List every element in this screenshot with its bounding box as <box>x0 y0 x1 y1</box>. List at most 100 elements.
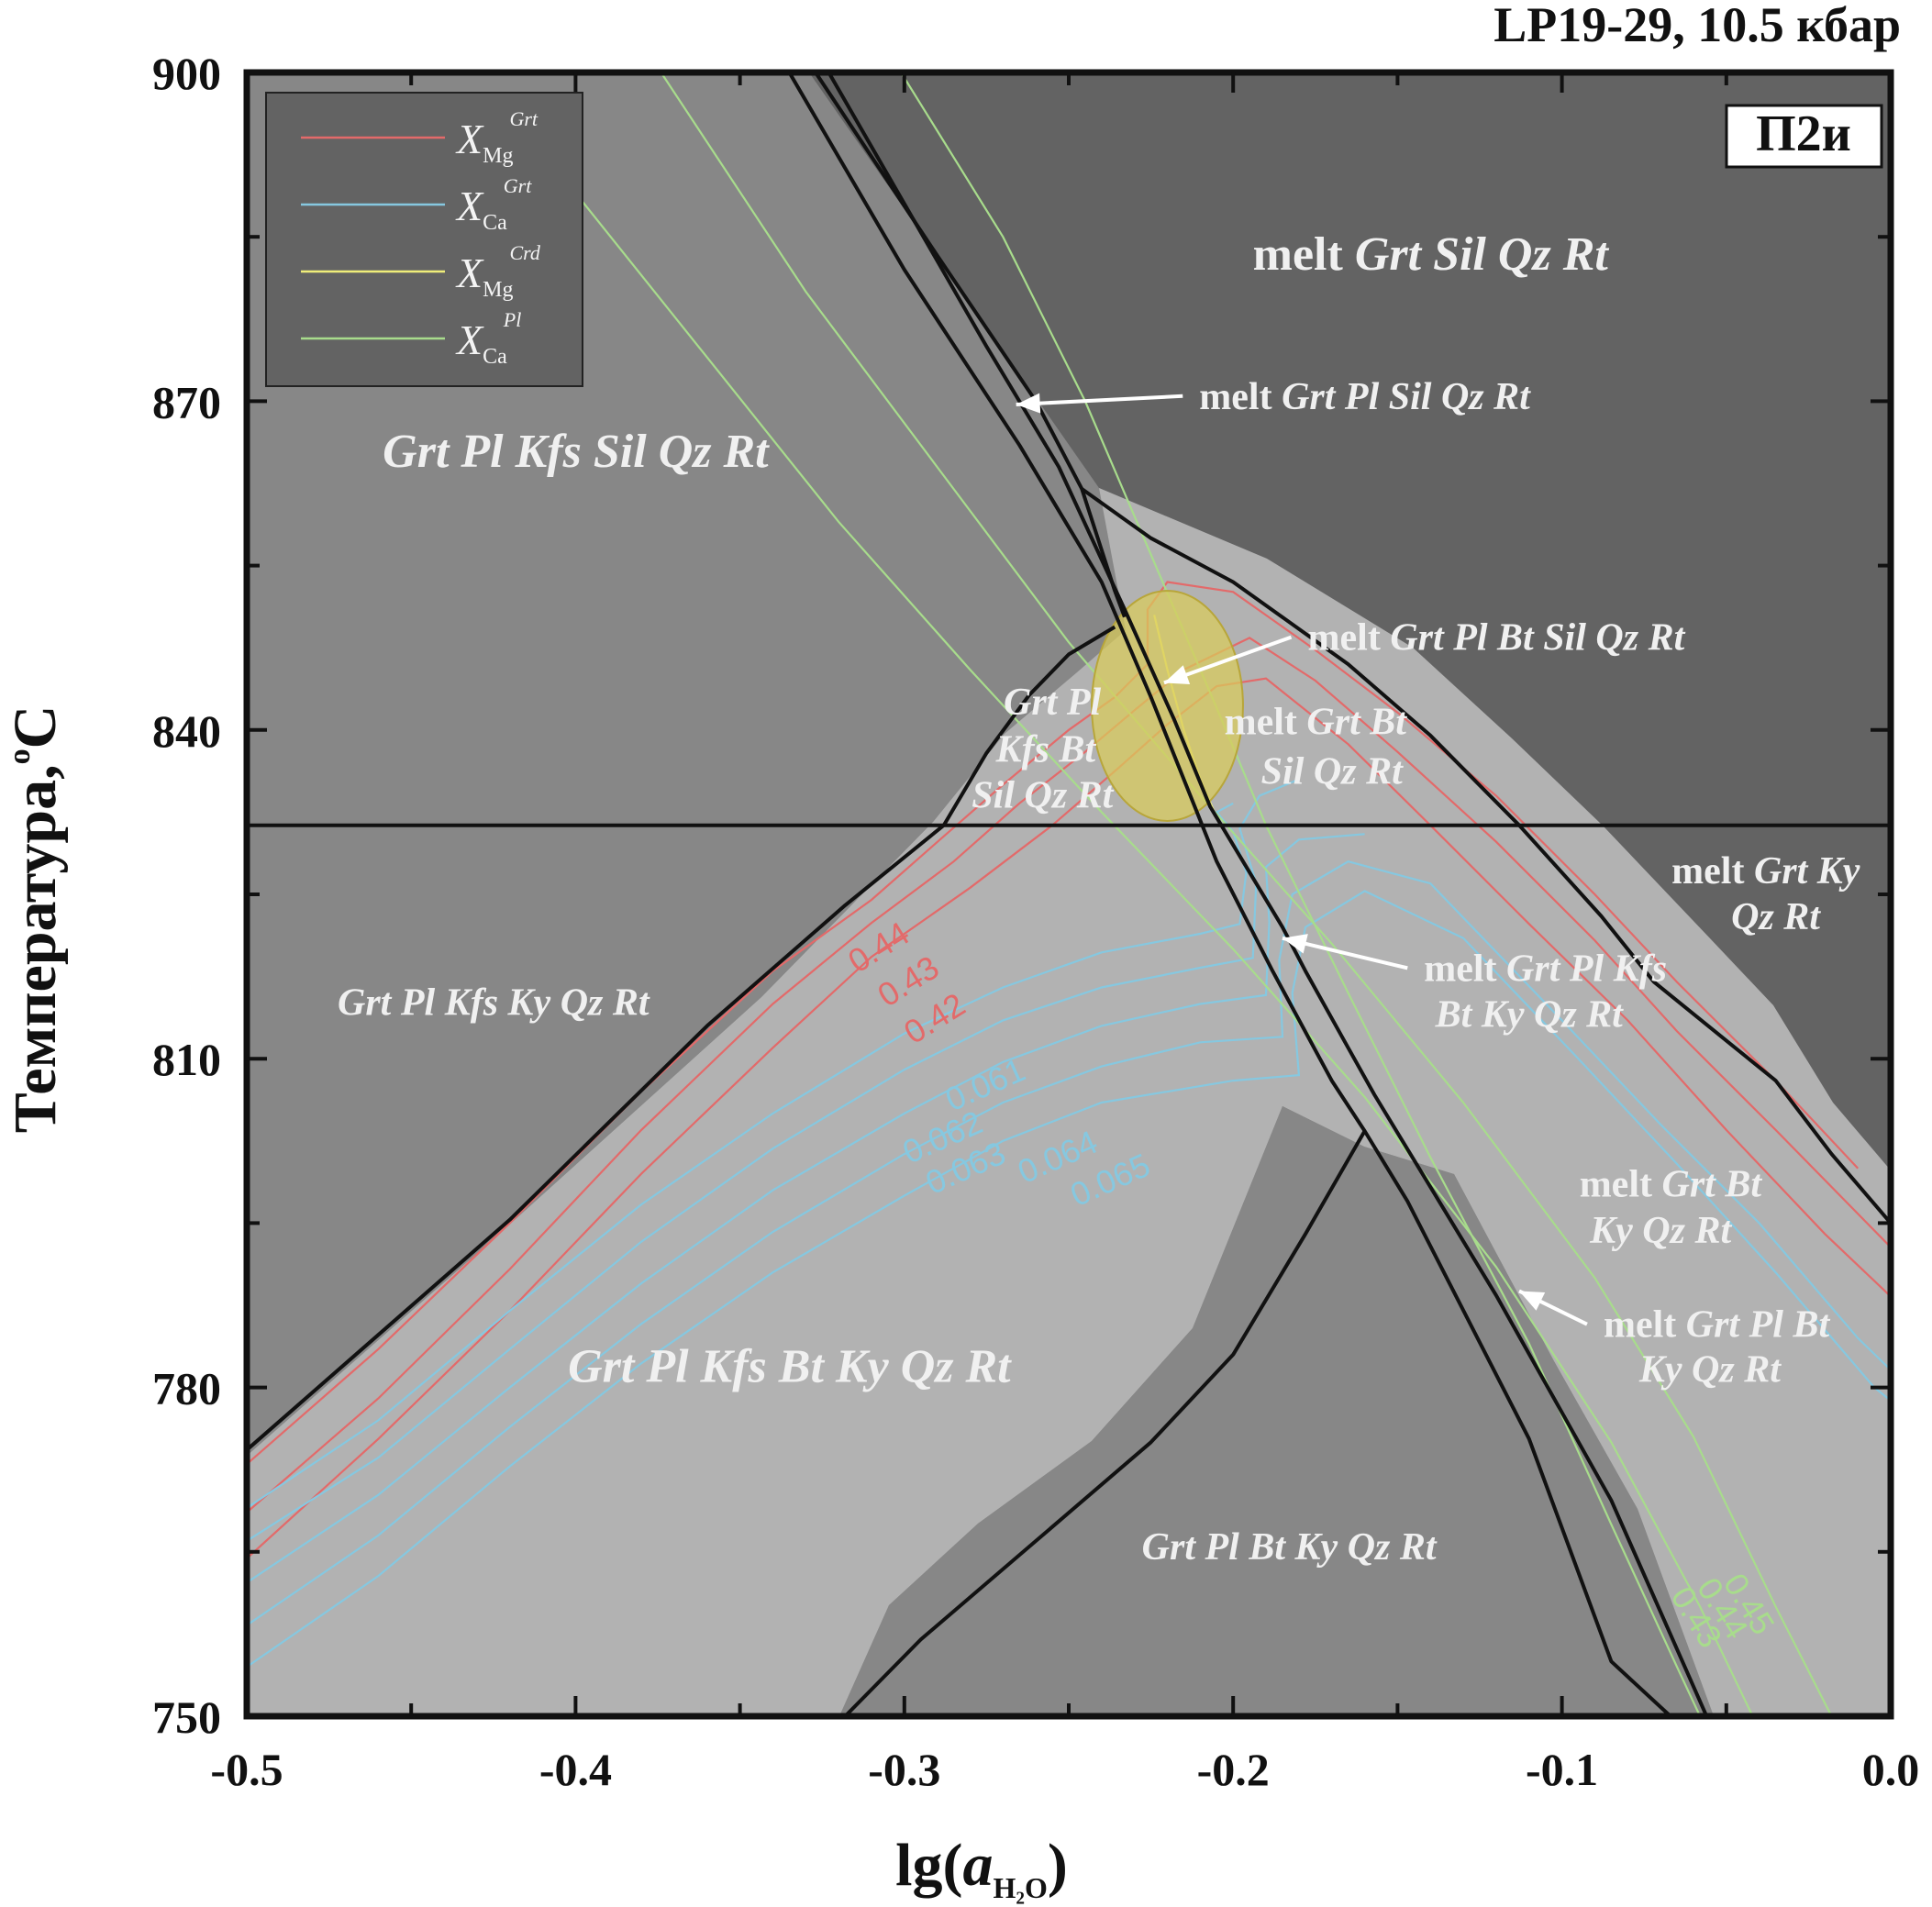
field-label-19-word-1: Qz <box>1682 1349 1736 1391</box>
y-tick-label-4: 870 <box>152 376 221 427</box>
field-label-4-word-2: Sil <box>1421 228 1486 281</box>
y-tick-label-0: 750 <box>152 1691 221 1743</box>
field-label-6-word-2: Pl <box>1444 617 1488 660</box>
panel-label-box <box>1725 104 1883 169</box>
field-label-8: Sil Qz Rt <box>1261 750 1404 793</box>
field-label-13-word-0: Qz <box>1731 896 1774 938</box>
boundary-solidus-c <box>787 72 1672 1716</box>
field-label-12-word-1: Grt <box>1744 850 1808 893</box>
legend-sup-2: Crd <box>509 241 540 264</box>
legend-label-1: XCa Grt <box>455 174 532 235</box>
field-label-5-word-1: Grt <box>1272 376 1337 418</box>
field-label-7-word-1: Grt <box>1297 702 1361 744</box>
field-label-6: melt Grt Pl Bt Sil Qz Rt <box>1308 617 1686 660</box>
field-label-2-word-0: Grt <box>568 1341 636 1393</box>
field-label-9: Grt Pl <box>1004 682 1102 724</box>
field-label-4-word-0: melt <box>1253 228 1344 281</box>
field-label-10: Kfs Bt <box>995 728 1097 771</box>
field-label-17: Ky Qz Rt <box>1589 1210 1732 1252</box>
legend-sup-3: Pl <box>503 308 522 331</box>
field-label-3-word-5: Rt <box>1390 1526 1438 1569</box>
field-label-13: Qz Rt <box>1731 896 1821 938</box>
field-label-12-word-2: Ky <box>1807 850 1860 893</box>
field-label-19-word-0: Ky <box>1638 1349 1682 1391</box>
field-label-6-word-6: Rt <box>1638 617 1686 660</box>
field-label-18-word-0: melt <box>1604 1304 1676 1347</box>
field-label-2-word-5: Qz <box>889 1341 955 1393</box>
legend-sub-1: Ca <box>483 211 507 235</box>
field-dark-upper-right <box>809 72 1891 1170</box>
field-label-2-word-2: Kfs <box>689 1341 767 1393</box>
field-mid-lower <box>839 1106 1714 1716</box>
field-label-5: melt Grt Pl Sil Qz Rt <box>1199 376 1531 418</box>
field-label-12: melt Grt Ky <box>1671 850 1860 893</box>
field-label-6-word-5: Qz <box>1586 617 1639 660</box>
tick-layer: -0.5 -0.4 -0.3 -0.2 -0.1 0.0 750 780 810 840 870 90… <box>152 48 1919 1795</box>
arrow-head-5 <box>1016 393 1041 414</box>
legend-var-2: X <box>455 249 484 296</box>
legend-sub-0: Mg <box>483 144 513 168</box>
field-label-18-word-2: Pl <box>1739 1304 1783 1347</box>
field-label-1-word-3: Ky <box>498 981 551 1024</box>
field-label-15-word-0: Bt <box>1435 994 1473 1037</box>
field-label-3-word-4: Qz <box>1338 1526 1391 1569</box>
contour-x-ca-pl-0.45 <box>660 72 1833 1716</box>
field-label-5-word-4: Qz <box>1431 376 1484 418</box>
arrow-head-14 <box>1282 934 1308 954</box>
x-tick-label-1: -0.4 <box>539 1744 612 1795</box>
field-label-6-word-0: melt <box>1308 617 1381 660</box>
x-tick-label-2: -0.3 <box>868 1744 940 1795</box>
field-label-9-word-0: Grt <box>1004 682 1059 724</box>
legend-label-0: XMg Grt <box>455 107 539 168</box>
contour-layer <box>247 72 1891 1716</box>
field-label-1-word-1: Pl <box>391 981 435 1024</box>
field-label-1: Grt Pl Kfs Ky Qz Rt <box>338 981 650 1024</box>
x-tick-label-5: 0.0 <box>1862 1744 1920 1795</box>
field-label-8-word-0: Sil <box>1261 750 1305 793</box>
y-tick-label-1: 780 <box>152 1363 221 1414</box>
y-axis-title-text: Температура, <box>2 764 69 1133</box>
field-label-14-word-2: Pl <box>1560 948 1604 990</box>
legend-label-3: XCa Pl <box>455 308 521 369</box>
field-label-5-word-5: Rt <box>1484 376 1532 418</box>
x-axis-title: lg(aH₂O) <box>895 1832 1068 1904</box>
legend-var-3: X <box>455 316 484 363</box>
field-label-12-word-0: melt <box>1671 850 1744 893</box>
field-label-14-word-3: Kfs <box>1604 948 1667 990</box>
chart-title: LP19-29, 10.5 кбар <box>1493 0 1901 52</box>
legend-sub-3: Ca <box>483 345 507 369</box>
x-axis-title-prefix: lg( <box>895 1832 962 1899</box>
contour-x-ca-grt-0.064 <box>247 860 1891 1626</box>
y-axis-title: Температура,oC <box>2 705 69 1134</box>
field-label-7-word-0: melt <box>1225 702 1297 744</box>
field-label-0-word-0: Grt <box>383 426 450 478</box>
field-label-8-word-1: Qz <box>1304 750 1357 793</box>
field-label-15-word-2: Qz <box>1524 994 1577 1037</box>
y-axis-title-unit: C <box>2 705 69 749</box>
field-label-3-word-2: Bt <box>1239 1526 1287 1569</box>
x-axis-title-sub: H₂O <box>993 1871 1047 1904</box>
x-axis-title-var: a <box>962 1832 993 1899</box>
field-label-17-word-1: Qz <box>1633 1210 1686 1252</box>
field-label-3-word-3: Ky <box>1285 1526 1338 1569</box>
field-label-7-word-2: Bt <box>1360 702 1408 744</box>
field-label-4-word-3: Qz <box>1486 228 1552 281</box>
field-label-1-word-2: Kfs <box>435 981 498 1024</box>
panel-label: П2и <box>1756 105 1851 162</box>
fields-layer <box>247 72 1891 1716</box>
field-label-0-word-1: Pl <box>449 426 504 478</box>
field-label-13-word-1: Rt <box>1774 896 1822 938</box>
field-label-10-word-0: Kfs <box>995 728 1049 771</box>
field-label-11: Sil Qz Rt <box>972 775 1114 817</box>
boundary-melt-in-upper <box>1081 487 1891 1225</box>
field-label-6-word-4: Sil <box>1534 617 1587 660</box>
contour-x-ca-grt-0.063 <box>247 833 1365 1584</box>
contour-x-ca-pl-0.43 <box>900 72 1702 1716</box>
field-label-1-word-5: Rt <box>603 981 650 1024</box>
legend-box <box>265 92 583 387</box>
contour-x-ca-grt-0.062 <box>247 778 1300 1542</box>
field-label-3: Grt Pl Bt Ky Qz Rt <box>1142 1526 1438 1569</box>
legend-sup-1: Grt <box>504 174 532 197</box>
